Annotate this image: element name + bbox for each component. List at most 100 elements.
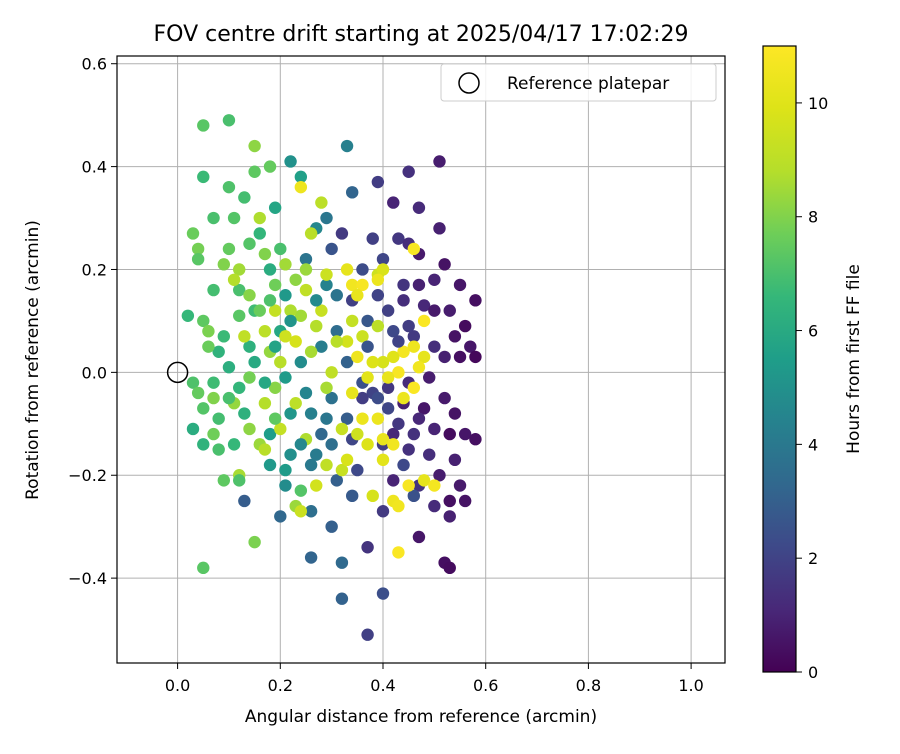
data-point [197, 402, 210, 415]
data-point [304, 227, 318, 240]
data-point [279, 330, 292, 343]
data-point [186, 376, 200, 389]
data-point [392, 335, 405, 348]
data-point [248, 535, 261, 549]
data-point [263, 263, 277, 276]
x-tick-label: 1.0 [678, 676, 703, 695]
data-point [351, 427, 364, 441]
colorbar-gradient [762, 45, 797, 673]
data-point [438, 258, 451, 271]
data-point [284, 448, 297, 461]
data-point [207, 283, 220, 297]
data-point [376, 355, 390, 369]
data-point [304, 458, 318, 472]
data-point [330, 288, 343, 302]
data-point [274, 422, 287, 436]
y-tick-label: 0.2 [82, 260, 107, 279]
data-point [310, 448, 323, 461]
data-point [448, 330, 462, 343]
data-point [320, 278, 333, 292]
data-point [453, 278, 467, 292]
data-point [289, 273, 302, 286]
data-point [464, 340, 477, 353]
data-point [448, 453, 462, 467]
data-point [233, 381, 246, 394]
data-point [417, 299, 431, 312]
data-point [351, 463, 364, 477]
data-point [284, 155, 297, 168]
colorbar-ticks: 0 2 4 6 8 10 [796, 94, 828, 682]
data-point [310, 479, 323, 492]
data-point [371, 273, 385, 286]
data-point [248, 139, 261, 153]
data-point [263, 427, 277, 441]
data-point [279, 463, 292, 477]
colorbar-tick-label: 10 [808, 94, 828, 113]
x-ticks: 0.0 0.2 0.4 0.6 0.8 1.0 [165, 663, 704, 695]
data-point [258, 397, 272, 410]
data-point [217, 474, 231, 487]
y-tick-label: −0.4 [68, 569, 107, 588]
data-point [299, 263, 313, 276]
data-point [397, 278, 410, 292]
data-point [407, 340, 421, 353]
data-point [397, 458, 410, 472]
data-point [376, 587, 390, 600]
data-point [222, 242, 236, 256]
data-point [294, 484, 308, 497]
data-point [402, 479, 415, 492]
data-point [294, 355, 308, 369]
data-point [299, 386, 313, 400]
data-point [412, 530, 426, 544]
data-point [227, 273, 241, 286]
data-point [315, 304, 328, 317]
data-point [315, 427, 328, 441]
x-tick-label: 0.4 [370, 676, 395, 695]
colorbar-tick-label: 2 [808, 549, 818, 568]
data-point [181, 309, 195, 322]
data-point [387, 474, 400, 487]
data-point [320, 458, 333, 472]
data-point [330, 474, 343, 487]
data-point [423, 448, 436, 461]
data-point [340, 355, 354, 369]
data-point [233, 283, 246, 297]
data-point [325, 242, 338, 256]
data-point [448, 407, 462, 420]
data-point [268, 201, 282, 214]
chart-title: FOV centre drift starting at 2025/04/17 … [154, 22, 689, 47]
data-point [279, 288, 292, 302]
data-point [222, 361, 236, 374]
data-point [258, 443, 272, 456]
data-point [294, 438, 308, 451]
data-point [330, 335, 343, 348]
data-point [191, 386, 205, 400]
y-ticks: −0.4 −0.2 0.0 0.2 0.4 0.6 [68, 55, 117, 588]
data-point [392, 546, 405, 559]
data-point [407, 330, 421, 343]
data-point [325, 520, 338, 533]
data-point [387, 350, 400, 364]
data-point [243, 340, 256, 353]
data-point [361, 541, 374, 554]
data-point [392, 417, 405, 431]
x-tick-label: 0.0 [165, 676, 190, 695]
data-point [371, 288, 385, 302]
data-point [253, 227, 266, 240]
data-point [345, 489, 359, 503]
data-point [443, 494, 456, 508]
data-point [438, 350, 451, 364]
data-point [197, 438, 210, 451]
data-point [340, 335, 354, 348]
data-point [238, 494, 251, 508]
data-point [258, 325, 272, 338]
data-point [258, 247, 272, 261]
data-point [397, 294, 410, 307]
data-point [335, 556, 349, 569]
x-tick-label: 0.8 [576, 676, 601, 695]
data-point [279, 258, 292, 271]
data-point [407, 489, 421, 503]
data-point [371, 319, 385, 333]
data-point [387, 325, 400, 338]
data-point [397, 345, 410, 358]
